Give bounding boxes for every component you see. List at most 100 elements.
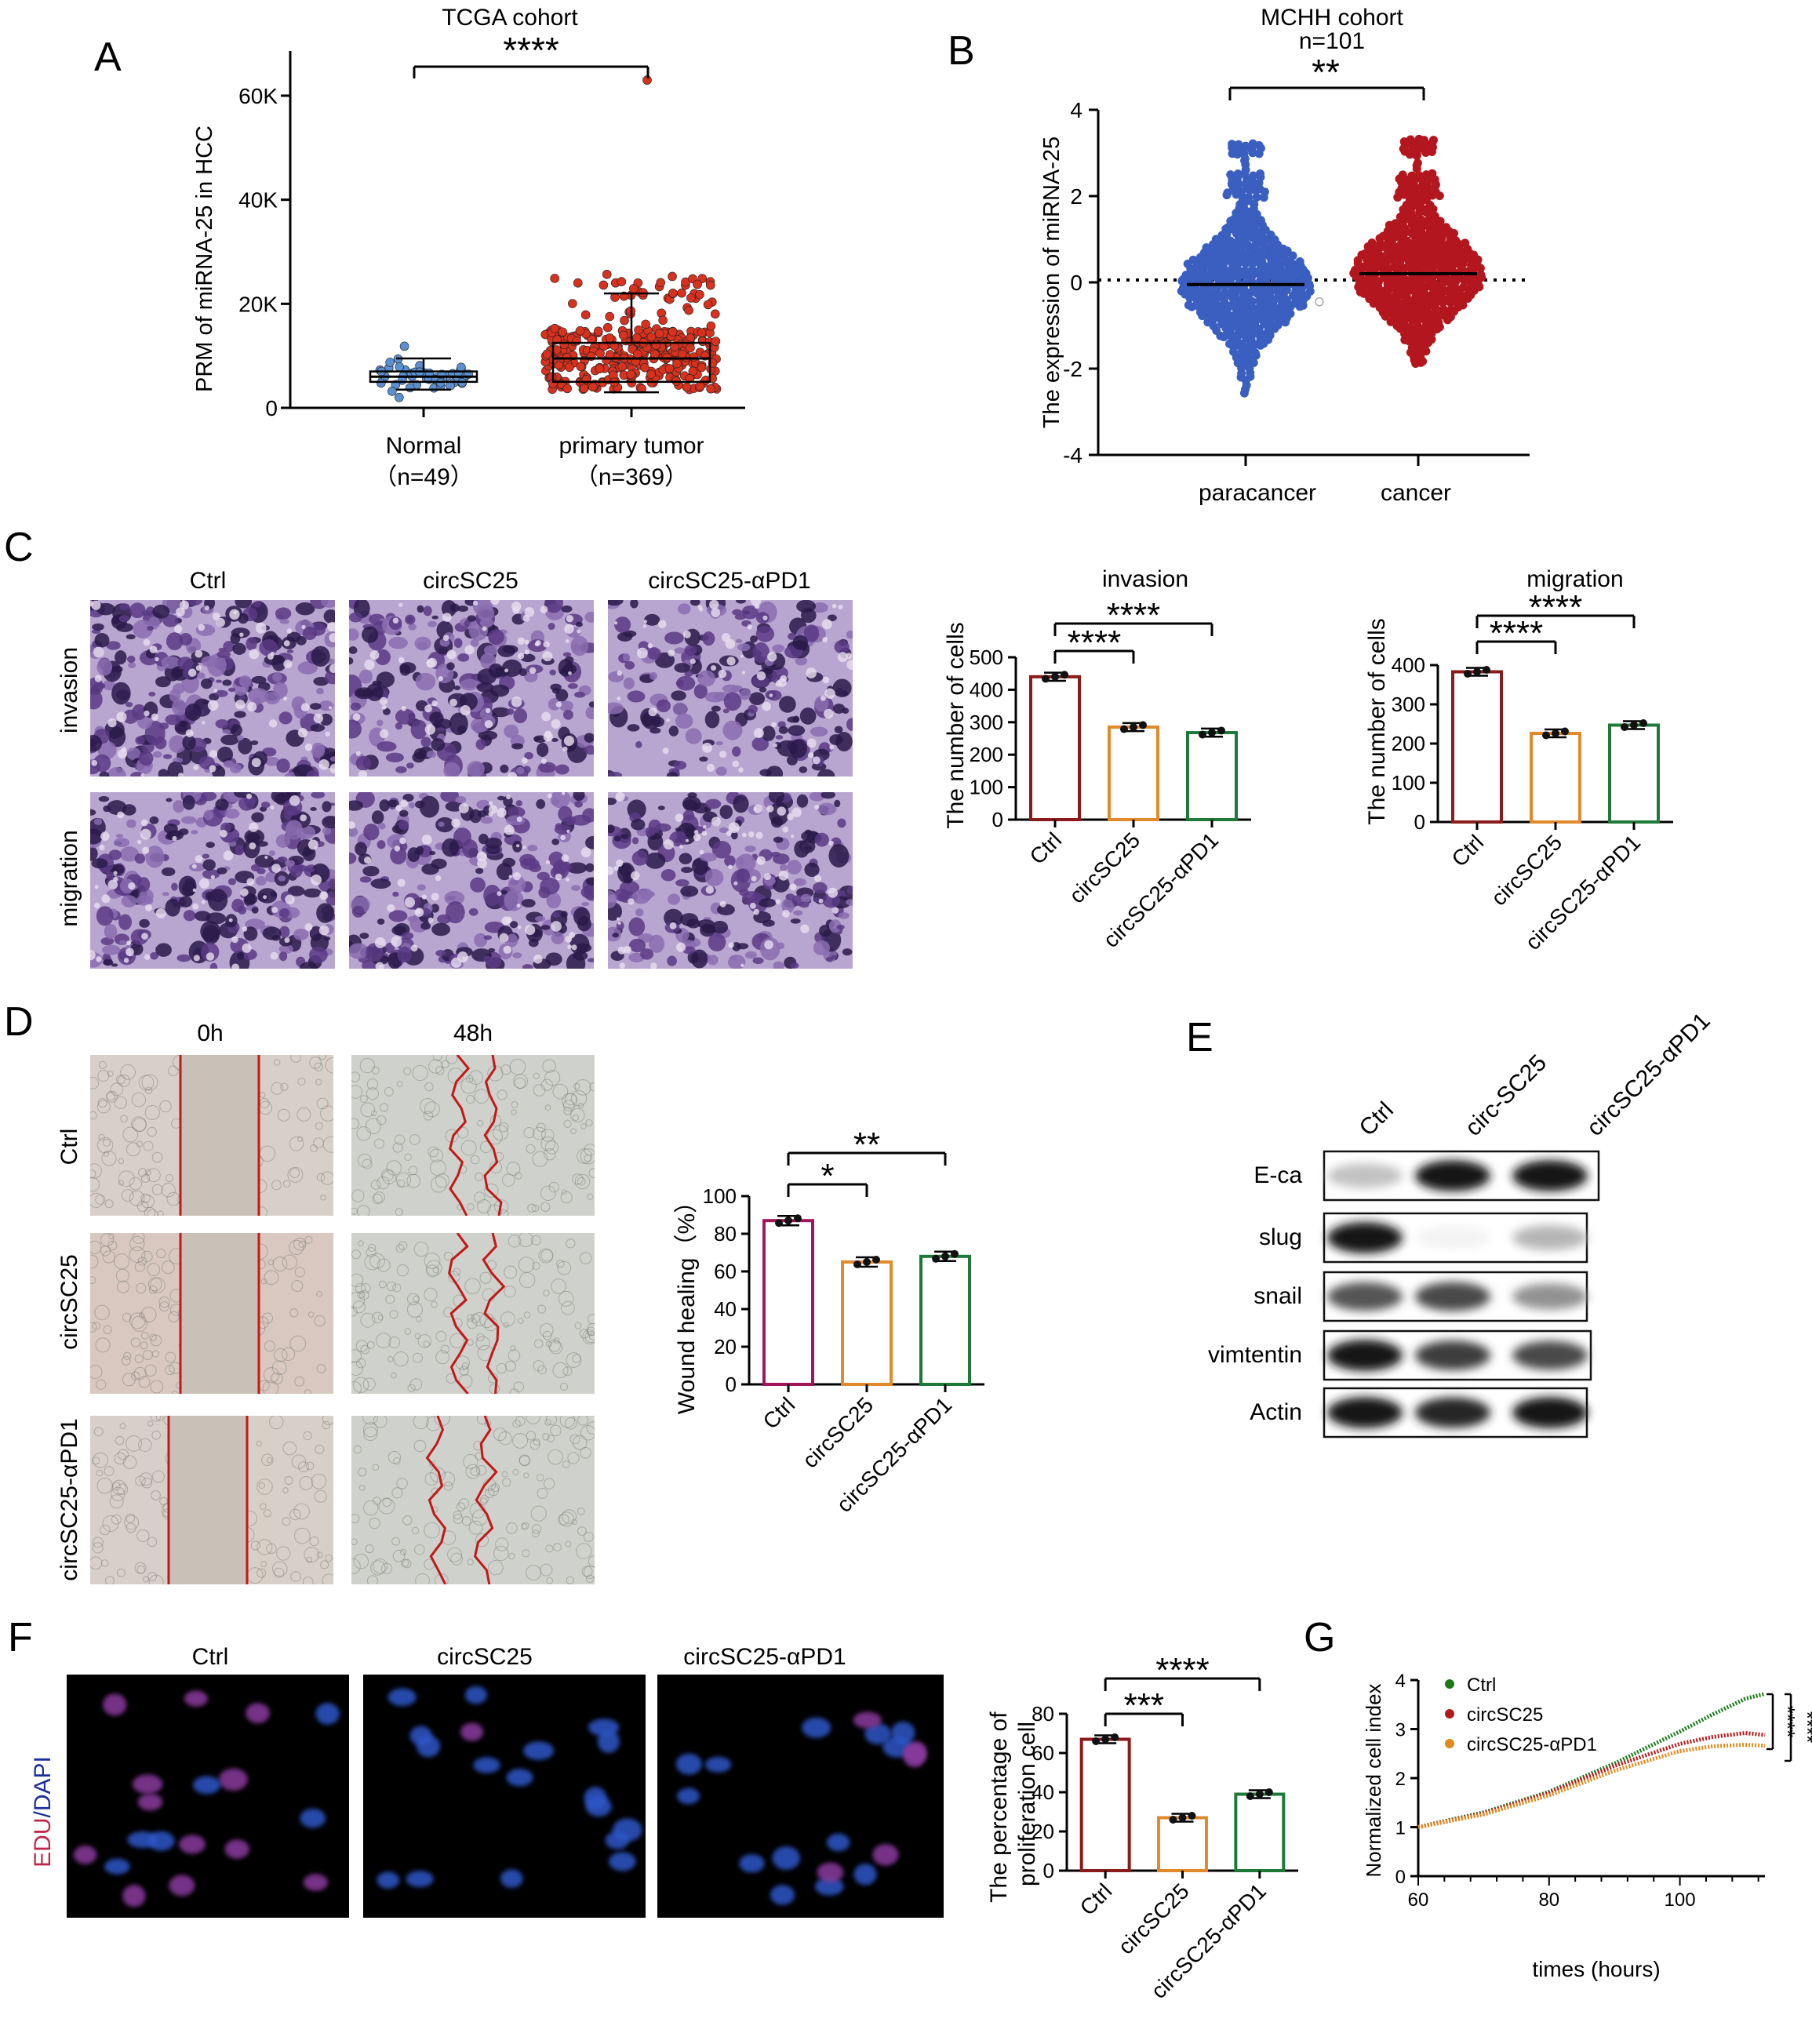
micrograph-cell — [98, 1060, 107, 1069]
panel-d-point — [794, 1214, 802, 1223]
micrograph-pore — [846, 659, 853, 671]
micrograph-cell — [235, 844, 245, 856]
micrograph-pore — [508, 875, 512, 878]
micrograph-cell — [583, 1565, 595, 1579]
micrograph-pore — [663, 839, 674, 850]
micrograph-pore — [142, 846, 150, 854]
micrograph-cell — [455, 1355, 470, 1370]
micrograph-cell — [504, 724, 519, 739]
micrograph-cell — [92, 1322, 100, 1330]
panel-c-micrograph — [90, 792, 335, 969]
nucleus — [179, 1835, 206, 1854]
nucleus — [802, 1717, 831, 1738]
micrograph-cell — [396, 1179, 406, 1187]
micrograph-cell — [107, 766, 127, 777]
micrograph-cell — [543, 1289, 550, 1297]
panel-a-point — [576, 362, 586, 372]
micrograph-pore — [192, 903, 199, 910]
micrograph-cell — [284, 860, 295, 867]
micrograph-pore — [769, 693, 773, 697]
micrograph-cell — [420, 922, 431, 930]
micrograph-cell — [512, 952, 522, 958]
micrograph-cell — [450, 1552, 463, 1566]
micrograph-pore — [191, 864, 197, 869]
micrograph-cell — [779, 696, 796, 713]
micrograph-pore — [458, 802, 469, 814]
panel-b-point — [1184, 300, 1193, 310]
micrograph-cell — [291, 1454, 307, 1469]
micrograph-pore — [270, 951, 278, 960]
micrograph-cell — [531, 1524, 542, 1534]
micrograph-pore — [113, 871, 118, 875]
micrograph-cell — [309, 1057, 322, 1069]
panel-a-point — [595, 364, 605, 374]
micrograph-cell — [200, 921, 221, 942]
micrograph-pore — [778, 870, 789, 881]
panel-b-point — [1181, 271, 1191, 280]
panel-b-xcat-cancer: cancer — [1381, 480, 1451, 506]
panel-f-point — [1111, 1733, 1119, 1741]
micrograph-cell — [167, 761, 184, 777]
panel-a-point — [697, 328, 707, 337]
micrograph-pore — [155, 656, 159, 662]
micrograph-cell — [121, 1189, 134, 1202]
micrograph-pore — [517, 637, 526, 645]
micrograph-cell — [147, 1420, 154, 1427]
micrograph-cell — [828, 919, 842, 933]
micrograph-cell — [271, 655, 286, 671]
micrograph-pore — [748, 831, 755, 838]
micrograph-pore — [728, 822, 740, 834]
micrograph-cell — [309, 1537, 319, 1547]
micrograph-cell — [557, 1260, 572, 1275]
panel-a-point — [542, 349, 552, 359]
micrograph-cell — [644, 613, 660, 626]
micrograph-cell — [468, 907, 478, 916]
panel-b-point — [1234, 140, 1243, 149]
micrograph-cell — [277, 1108, 290, 1122]
panel-b-point — [1446, 305, 1456, 315]
micrograph-cell — [367, 1243, 377, 1253]
micrograph-pore — [446, 649, 457, 660]
micrograph-cell — [474, 1191, 486, 1203]
panel-d-ytick-label: 0 — [726, 1373, 737, 1396]
panel-c-migration-ytick-label: 100 — [1392, 771, 1425, 795]
micrograph-pore — [754, 603, 760, 609]
micrograph-cell — [392, 1549, 406, 1562]
nucleus — [770, 1885, 795, 1905]
micrograph-cells — [608, 792, 853, 969]
panel-d-micrograph — [351, 1055, 595, 1216]
micrograph-cell — [730, 831, 738, 840]
micrograph-pore — [728, 942, 734, 948]
panel-b-point — [1414, 171, 1424, 180]
panel-f-col-apd1: circSC25-αPD1 — [683, 1644, 846, 1670]
micrograph-cell — [846, 718, 853, 731]
micrograph-pore — [90, 950, 96, 961]
micrograph-cell — [417, 1334, 432, 1348]
micrograph-cell — [278, 951, 288, 962]
micrograph-cell — [293, 1527, 311, 1544]
micrograph-pore — [375, 962, 384, 969]
panel-d-point — [863, 1258, 871, 1266]
micrograph-pore — [504, 824, 515, 835]
micrograph-cell — [435, 817, 454, 833]
micrograph-cell — [281, 1347, 296, 1362]
micrograph-pore — [399, 837, 406, 845]
panel-e-band — [1327, 1282, 1403, 1311]
micrograph-cell — [328, 658, 335, 666]
micrograph-cell — [298, 1461, 310, 1473]
micrograph-pore — [740, 654, 744, 658]
micrograph-cell — [395, 708, 416, 725]
micrograph-cell — [90, 1240, 102, 1254]
micrograph-cell — [809, 792, 825, 802]
micrograph-cell — [132, 1233, 145, 1244]
micrograph-cell — [530, 1235, 541, 1246]
micrograph-cell — [395, 1208, 403, 1216]
micrograph-cell — [316, 1551, 323, 1558]
micrograph-cell — [759, 769, 772, 777]
micrograph-cell — [431, 1300, 438, 1308]
micrograph-cell — [493, 1545, 509, 1562]
panel-c-col-circsc25: circSC25 — [423, 568, 518, 594]
micrograph-cell — [104, 1466, 115, 1476]
micrograph-pore — [128, 882, 136, 890]
micrograph-cell — [256, 1568, 267, 1578]
